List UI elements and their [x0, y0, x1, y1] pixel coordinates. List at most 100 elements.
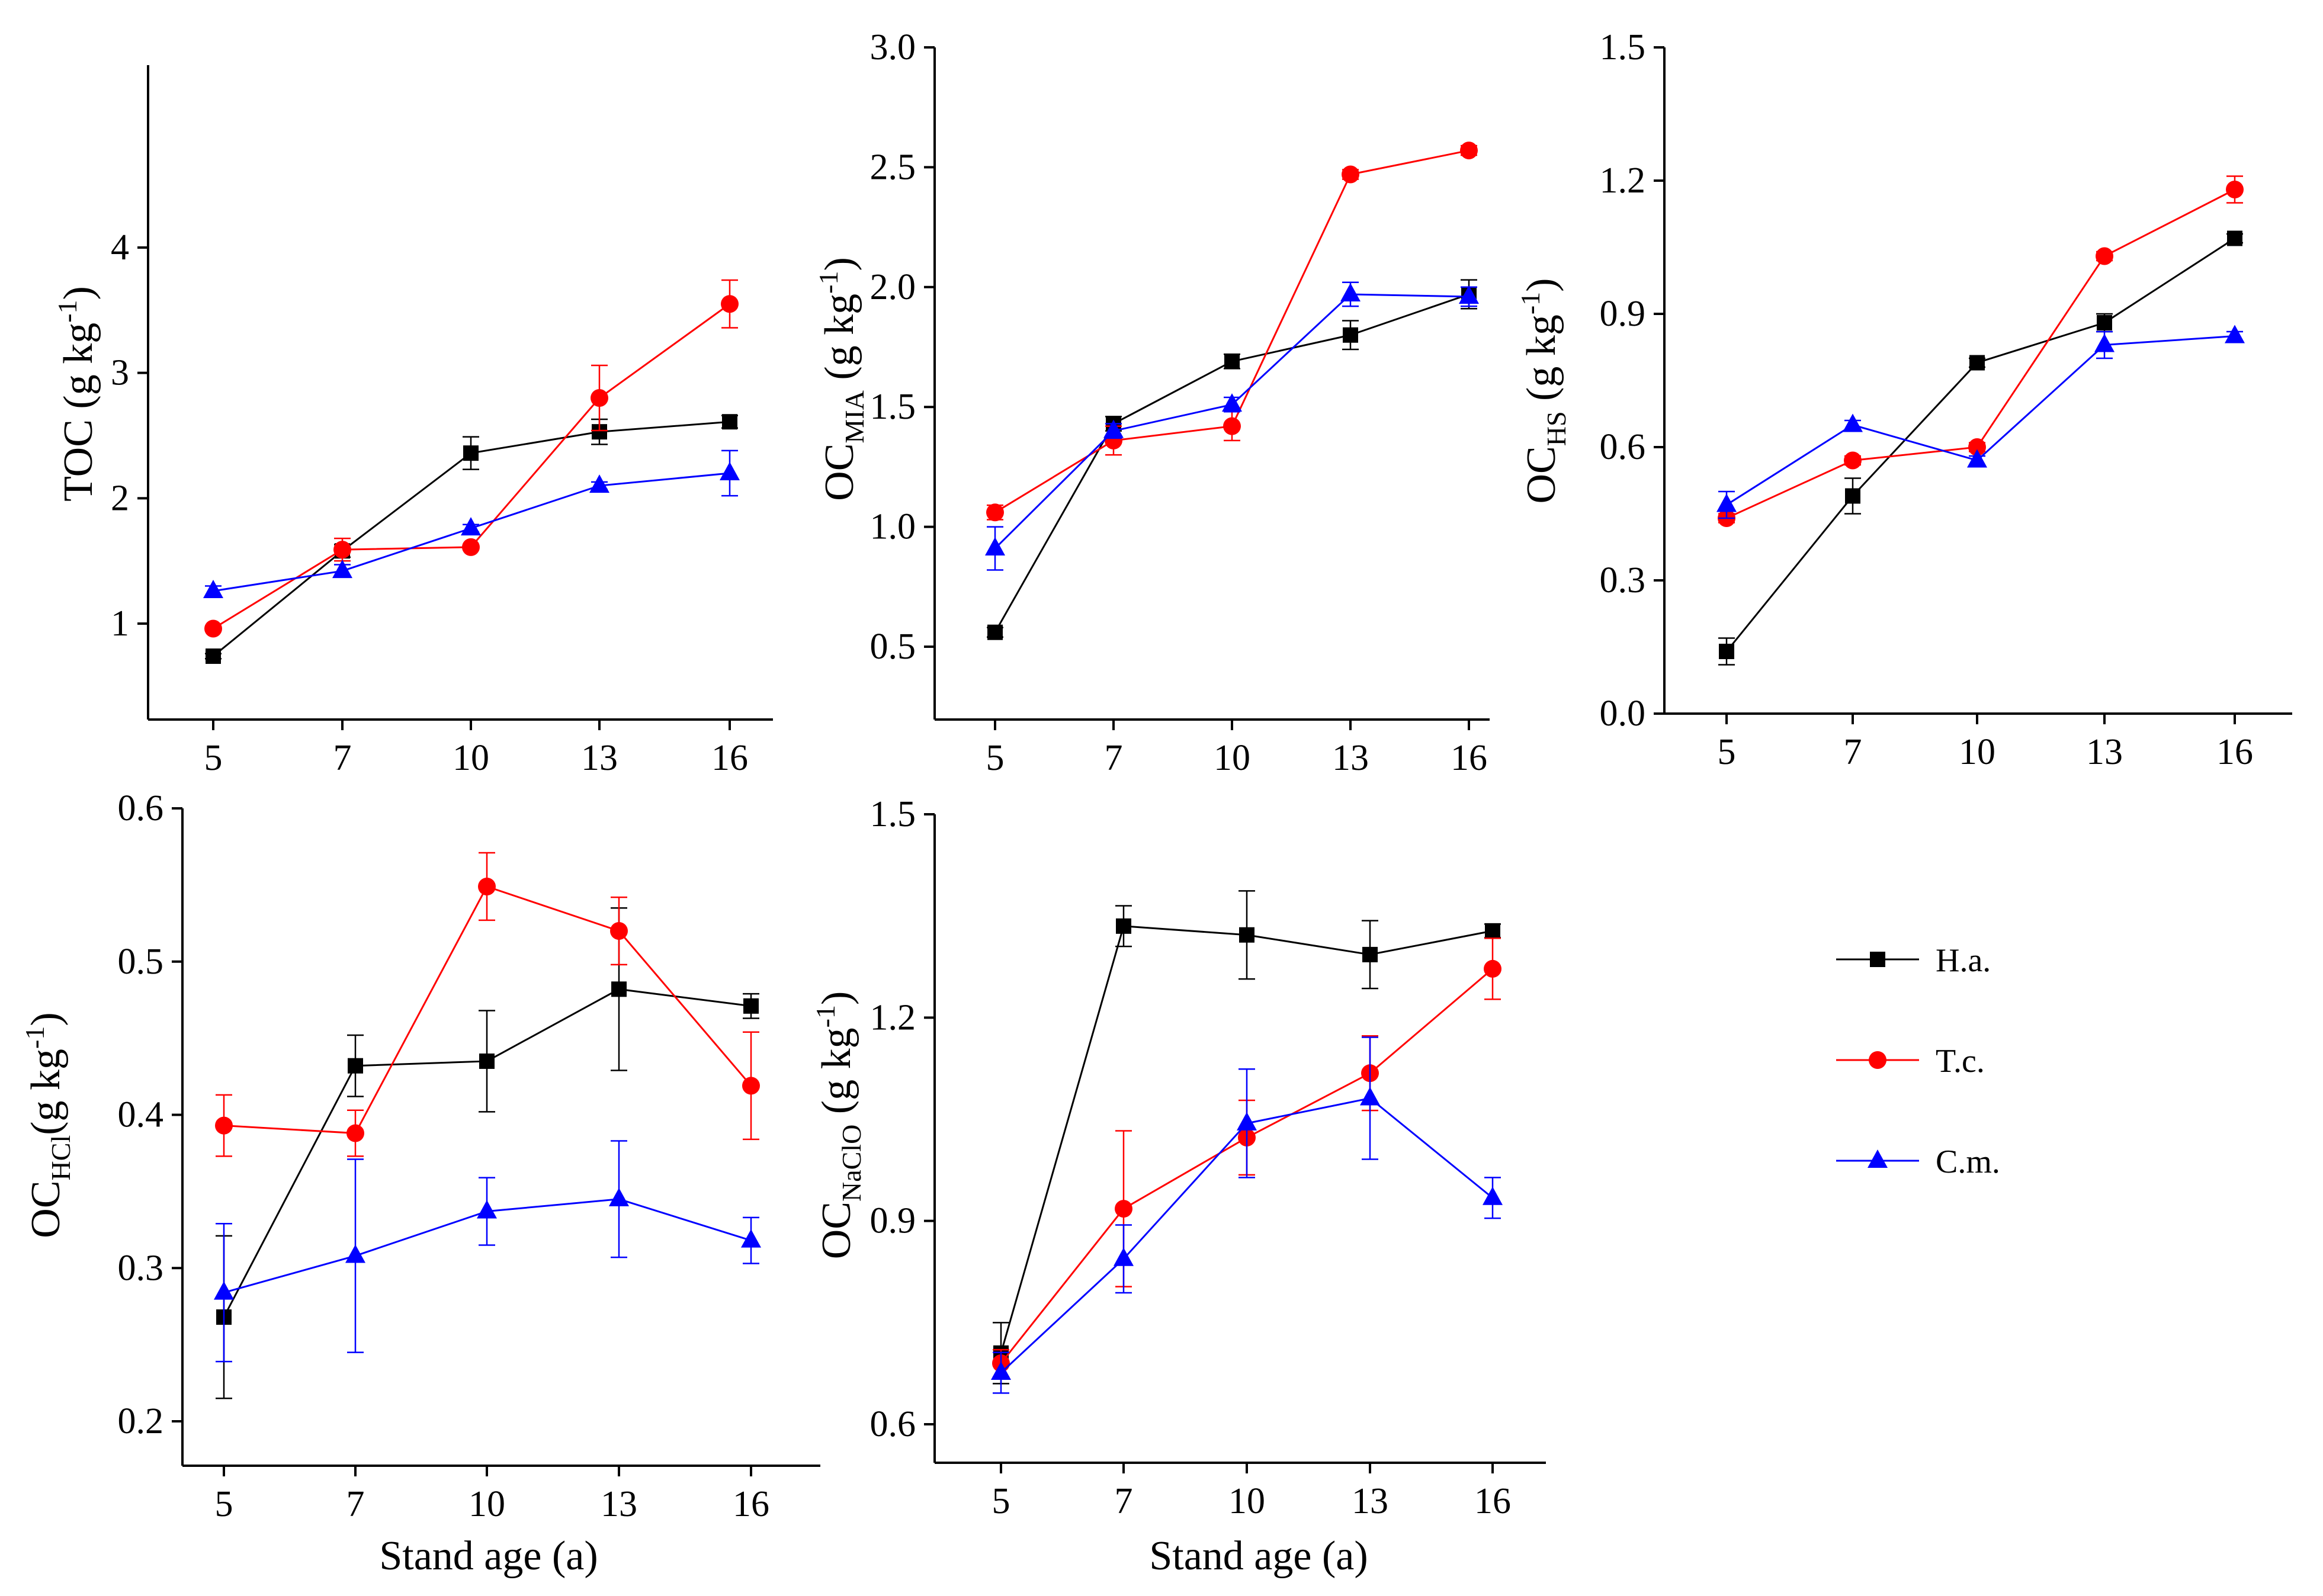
y-tick-label: 1.5 [870, 387, 916, 427]
y-tick-label: 1.2 [1600, 160, 1646, 201]
legend-entry: C.m. [1836, 1144, 2000, 1180]
data-point [333, 541, 351, 559]
data-point [1224, 354, 1240, 370]
x-tick-label: 5 [1718, 732, 1736, 772]
data-point [1115, 1200, 1132, 1218]
data-point [2227, 230, 2242, 246]
y-ticks: 0.6 0.9 1.2 1.5 [870, 794, 935, 1444]
series-cm [203, 449, 740, 598]
series-line [1726, 188, 2235, 519]
y-tick-label: 0.6 [1600, 427, 1646, 467]
data-point [610, 922, 628, 940]
series-line [994, 293, 1469, 633]
x-tick-label: 5 [992, 1481, 1010, 1521]
x-tick-label: 5 [986, 738, 1005, 778]
x-tick-label: 13 [581, 738, 618, 778]
y-tick-label: 0.0 [1600, 693, 1646, 734]
data-point [609, 1187, 629, 1206]
legend-entry: T.c. [1836, 1043, 1985, 1080]
data-point [345, 1244, 365, 1263]
data-point [743, 998, 759, 1014]
legend-marker [1868, 1149, 1888, 1168]
x-ticks: 5 7 10 13 16 [215, 1466, 769, 1524]
series-tc [204, 279, 739, 638]
data-point [741, 1229, 761, 1248]
data-point [1967, 449, 1987, 468]
x-tick-label: 16 [711, 738, 748, 778]
data-point [1719, 644, 1734, 659]
data-point [589, 474, 609, 493]
y-tick-label: 0.3 [1600, 560, 1646, 600]
y-tick-label: 4 [111, 227, 129, 268]
series-cm [1716, 325, 2245, 519]
data-point [462, 538, 480, 556]
y-tick-label: 1.0 [870, 507, 916, 547]
legend-marker [1869, 1051, 1886, 1069]
data-point [1844, 451, 1862, 470]
data-point [463, 445, 479, 461]
x-tick-label: 10 [1214, 738, 1250, 778]
y-axis-title: TOC (g kg-1) [52, 286, 101, 502]
series-cm [985, 281, 1479, 571]
y-ticks: 0.0 0.3 0.6 0.9 1.2 1.5 [1600, 27, 1664, 734]
y-tick-label: 3.0 [870, 27, 916, 68]
y-tick-label: 1.5 [870, 794, 916, 834]
data-point [478, 877, 496, 895]
y-ticks: 0.2 0.3 0.4 0.5 0.6 [118, 788, 182, 1441]
data-point [1239, 927, 1254, 943]
data-point [1484, 959, 1501, 978]
series-tc [986, 142, 1478, 522]
x-tick-label: 16 [1451, 738, 1487, 778]
data-point [346, 1124, 364, 1142]
data-point [204, 619, 222, 638]
x-tick-label: 5 [215, 1484, 233, 1524]
x-tick-label: 16 [2216, 732, 2253, 772]
data-point [1116, 918, 1131, 934]
y-tick-label: 2 [111, 478, 129, 518]
x-tick-label: 13 [601, 1484, 637, 1524]
data-point [1969, 355, 1985, 371]
x-tick-label: 10 [469, 1484, 505, 1524]
y-tick-label: 1 [111, 603, 129, 644]
data-point [991, 1361, 1011, 1380]
x-ticks: 5 7 10 13 16 [992, 1463, 1511, 1521]
panel-oc-naclo: 0.6 0.9 1.2 1.5 5 7 10 13 16 OCNaClO (g kg-1) S… [810, 794, 1546, 1579]
plot-area [991, 890, 1503, 1394]
y-tick-label: 0.9 [870, 1201, 916, 1241]
data-point [1485, 923, 1500, 939]
x-tick-label: 10 [453, 738, 489, 778]
x-axis-title: Stand age (a) [379, 1533, 598, 1579]
series-tc [215, 852, 760, 1157]
data-point [1343, 327, 1358, 343]
y-tick-label: 2.0 [870, 267, 916, 307]
data-point [2096, 247, 2113, 265]
legend-label: C.m. [1936, 1144, 2000, 1180]
legend-marker [1870, 952, 1885, 967]
y-axis-title: OCHCl(g kg-1) [20, 1012, 76, 1238]
series-ha [1718, 230, 2243, 666]
panel-oc-hs: 0.0 0.3 0.6 0.9 1.2 1.5 5 7 10 13 16 OCHS (g kg-1… [1515, 27, 2292, 772]
y-ticks: 0.5 1.0 1.5 2.0 2.5 3.0 [870, 27, 935, 667]
x-ticks: 5 7 10 13 16 [986, 720, 1487, 778]
data-point [591, 389, 608, 407]
data-point [203, 579, 223, 598]
y-axis-title: OCMIA (g kg-1) [813, 257, 869, 501]
data-point [1342, 165, 1359, 184]
y-tick-label: 0.3 [118, 1248, 164, 1288]
data-point [348, 1058, 363, 1074]
plot-area [203, 279, 740, 664]
x-tick-label: 16 [1474, 1481, 1511, 1521]
series-cm [214, 1140, 761, 1363]
panel-toc: 1 2 3 4 5 7 10 13 16 TOC (g kg-1) [52, 65, 773, 778]
x-tick-label: 16 [733, 1484, 769, 1524]
data-point [720, 462, 740, 480]
data-point [461, 517, 481, 536]
data-point [1340, 282, 1361, 301]
data-point [1459, 285, 1479, 304]
y-tick-label: 1.2 [870, 997, 916, 1038]
data-point [479, 1053, 495, 1069]
data-point [2097, 315, 2112, 330]
x-tick-label: 13 [2086, 732, 2123, 772]
x-tick-label: 5 [204, 738, 223, 778]
